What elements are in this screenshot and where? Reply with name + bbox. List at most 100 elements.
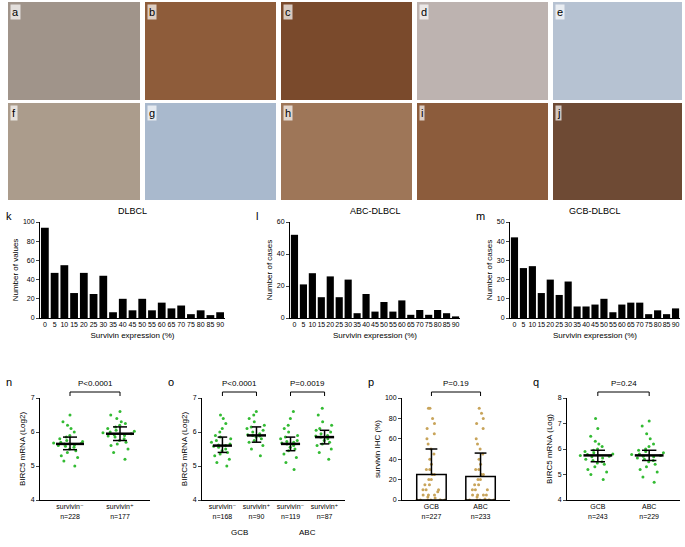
svg-text:Number of cases: Number of cases (485, 240, 494, 300)
svg-text:30: 30 (99, 321, 107, 328)
svg-text:50: 50 (380, 321, 388, 328)
svg-text:e: e (557, 6, 563, 18)
svg-text:GCBn=227: GCBn=227 (422, 503, 442, 519)
svg-text:l: l (256, 210, 258, 222)
svg-text:55: 55 (609, 321, 617, 328)
svg-text:90: 90 (216, 321, 224, 328)
svg-text:5: 5 (53, 321, 57, 328)
svg-text:10: 10 (60, 321, 68, 328)
svg-text:g: g (149, 107, 155, 119)
svg-text:60: 60 (277, 218, 285, 225)
svg-text:c: c (285, 6, 291, 18)
svg-text:n: n (6, 376, 12, 388)
svg-text:6: 6 (31, 428, 35, 435)
svg-text:85: 85 (663, 321, 671, 328)
svg-text:survivin⁻n=228: survivin⁻n=228 (56, 503, 84, 519)
svg-text:BIRC5 mRNA (Log2): BIRC5 mRNA (Log2) (180, 412, 189, 487)
svg-text:survivin⁺n=87: survivin⁺n=87 (311, 503, 339, 519)
svg-text:45: 45 (371, 321, 379, 328)
svg-text:BIRC5 mRNA (Log): BIRC5 mRNA (Log) (545, 414, 554, 484)
svg-text:70: 70 (636, 321, 644, 328)
svg-text:h: h (285, 107, 291, 119)
svg-text:80: 80 (654, 321, 662, 328)
svg-text:ABCn=229: ABCn=229 (639, 503, 659, 519)
svg-text:o: o (168, 376, 174, 388)
svg-text:ABC: ABC (299, 528, 316, 537)
svg-text:Number of cases: Number of cases (265, 240, 274, 300)
svg-text:DLBCL: DLBCL (118, 206, 147, 216)
svg-text:35: 35 (109, 321, 117, 328)
svg-text:15: 15 (70, 321, 78, 328)
svg-text:P<0.0001: P<0.0001 (78, 379, 113, 388)
svg-text:60: 60 (618, 321, 626, 328)
svg-text:90: 90 (452, 321, 460, 328)
svg-text:35: 35 (353, 321, 361, 328)
svg-text:80: 80 (27, 238, 35, 245)
svg-text:GCB: GCB (231, 528, 248, 537)
svg-text:20: 20 (277, 282, 285, 289)
svg-text:0: 0 (293, 321, 297, 328)
svg-text:ABC-DLBCL: ABC-DLBCL (350, 206, 401, 216)
svg-text:survivin IHC (%): survivin IHC (%) (373, 420, 382, 478)
svg-text:40: 40 (362, 321, 370, 328)
svg-text:P=0.0019: P=0.0019 (290, 379, 325, 388)
svg-text:40: 40 (582, 321, 590, 328)
svg-text:40: 40 (389, 456, 397, 463)
svg-text:GCBn=243: GCBn=243 (588, 503, 608, 519)
svg-text:85: 85 (443, 321, 451, 328)
svg-text:40: 40 (27, 276, 35, 283)
svg-text:k: k (6, 210, 12, 222)
svg-text:60: 60 (27, 257, 35, 264)
svg-text:Survivin expression (%): Survivin expression (%) (553, 331, 637, 340)
svg-text:0: 0 (43, 321, 47, 328)
svg-text:6: 6 (193, 428, 197, 435)
svg-text:90: 90 (672, 321, 680, 328)
svg-text:5: 5 (301, 321, 305, 328)
svg-text:a: a (12, 6, 19, 18)
svg-text:b: b (149, 6, 155, 18)
svg-text:Survivin expression (%): Survivin expression (%) (90, 331, 174, 340)
svg-text:4: 4 (31, 496, 35, 503)
svg-text:m: m (476, 210, 485, 222)
svg-text:f: f (12, 107, 16, 119)
svg-text:55: 55 (389, 321, 397, 328)
svg-text:P<0.0001: P<0.0001 (222, 379, 257, 388)
svg-text:0: 0 (31, 314, 35, 321)
svg-text:10: 10 (497, 295, 505, 302)
svg-text:survivin⁺n=90: survivin⁺n=90 (243, 503, 271, 519)
svg-text:6: 6 (558, 445, 562, 452)
svg-text:70: 70 (416, 321, 424, 328)
svg-text:ABCn=233: ABCn=233 (471, 503, 491, 519)
svg-text:50: 50 (497, 218, 505, 225)
svg-text:20: 20 (389, 476, 397, 483)
svg-text:8: 8 (558, 394, 562, 401)
svg-text:survivin⁻n=119: survivin⁻n=119 (277, 503, 305, 519)
svg-text:q: q (533, 376, 539, 388)
svg-text:35: 35 (573, 321, 581, 328)
svg-text:100: 100 (23, 218, 35, 225)
svg-text:75: 75 (645, 321, 653, 328)
svg-text:60: 60 (389, 435, 397, 442)
svg-text:7: 7 (31, 394, 35, 401)
svg-text:40: 40 (119, 321, 127, 328)
svg-text:P=0.24: P=0.24 (611, 379, 637, 388)
svg-text:10: 10 (308, 321, 316, 328)
svg-text:50: 50 (138, 321, 146, 328)
svg-text:5: 5 (31, 462, 35, 469)
svg-text:55: 55 (148, 321, 156, 328)
svg-text:P=0.19: P=0.19 (443, 379, 469, 388)
svg-text:80: 80 (389, 415, 397, 422)
svg-text:60: 60 (158, 321, 166, 328)
svg-text:20: 20 (27, 295, 35, 302)
svg-text:15: 15 (317, 321, 325, 328)
svg-text:Number of values: Number of values (11, 239, 20, 302)
svg-text:BIRC5 mRNA (Log2): BIRC5 mRNA (Log2) (18, 412, 27, 487)
svg-text:30: 30 (344, 321, 352, 328)
svg-text:10: 10 (528, 321, 536, 328)
svg-text:4: 4 (193, 496, 197, 503)
svg-text:30: 30 (564, 321, 572, 328)
svg-text:7: 7 (193, 394, 197, 401)
svg-text:40: 40 (497, 238, 505, 245)
svg-text:GCB-DLBCL: GCB-DLBCL (569, 206, 621, 216)
svg-text:0: 0 (281, 314, 285, 321)
